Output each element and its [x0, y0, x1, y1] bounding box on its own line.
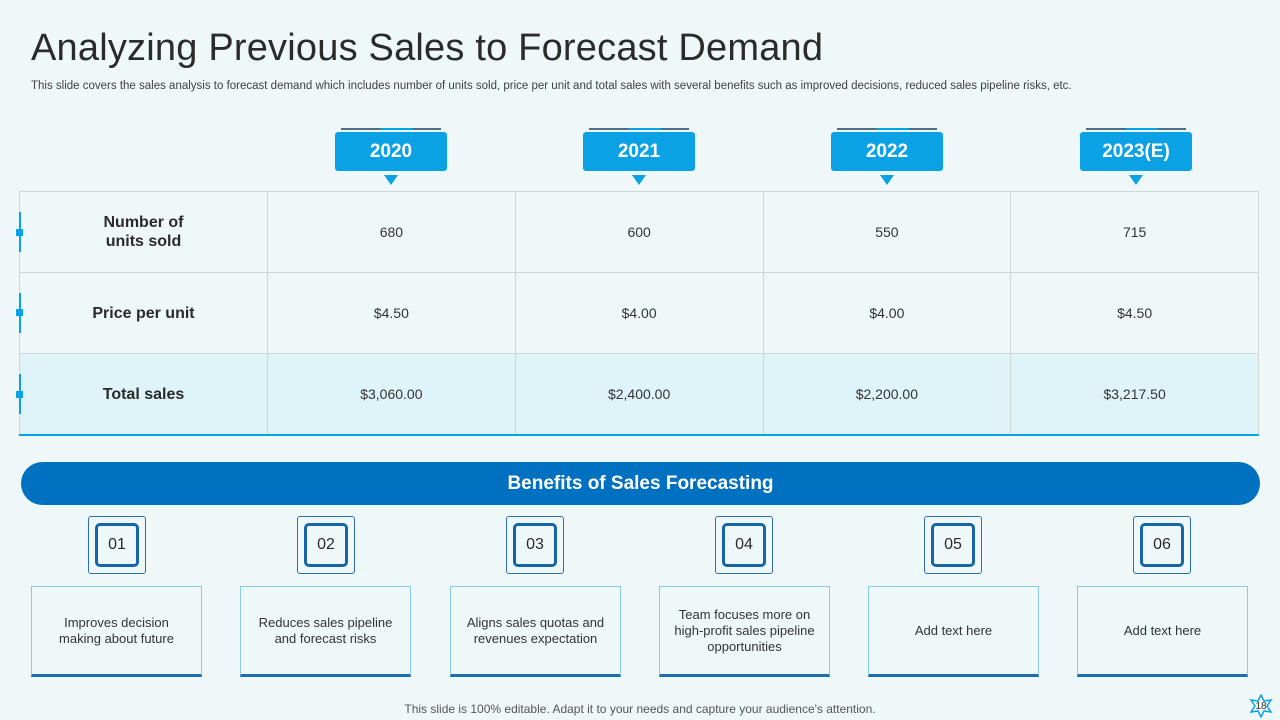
year-label: 2023(E) [1080, 132, 1192, 171]
benefit-box: Add text here [868, 586, 1039, 677]
table-cell: $2,200.00 [762, 353, 1012, 436]
footer-note: This slide is 100% editable. Adapt it to… [404, 702, 876, 716]
table-cell: $4.50 [1010, 272, 1259, 355]
table-cell: 550 [762, 190, 1012, 274]
number-badge: 05 [924, 516, 982, 574]
table-cell: $3,060.00 [267, 353, 516, 436]
slide-title: Analyzing Previous Sales to Forecast Dem… [31, 27, 824, 69]
year-tab-2023e: 2023(E) [1080, 128, 1192, 188]
row-label: Price per unit [19, 272, 268, 355]
table-cell: $4.00 [514, 272, 764, 355]
table-cell: 600 [514, 190, 764, 274]
benefit-box: Reduces sales pipeline and forecast risk… [240, 586, 411, 677]
benefit-box: Aligns sales quotas and revenues expecta… [450, 586, 621, 677]
benefit-box: Add text here [1077, 586, 1248, 677]
number-badge: 01 [88, 516, 146, 574]
number-badge: 03 [506, 516, 564, 574]
year-tab-2020: 2020 [335, 128, 447, 188]
year-label: 2021 [583, 132, 695, 171]
page-number: 18 [1247, 694, 1275, 718]
table-cell: $3,217.50 [1010, 353, 1259, 436]
row-marker [16, 309, 23, 316]
table-cell: $2,400.00 [514, 353, 764, 436]
star-badge-icon [1249, 694, 1273, 718]
down-arrow-icon [1129, 175, 1143, 185]
row-label: Number of units sold [19, 190, 268, 274]
number-badge: 02 [297, 516, 355, 574]
table-row-price: Price per unit $4.50 $4.00 $4.00 $4.50 [19, 272, 1259, 355]
table-cell: $4.00 [762, 272, 1012, 355]
table-row-units: Number of units sold 680 600 550 715 [19, 190, 1259, 274]
year-label: 2022 [831, 132, 943, 171]
slide-subtitle: This slide covers the sales analysis to … [31, 80, 1072, 92]
sales-table: Number of units sold 680 600 550 715 Pri… [19, 190, 1259, 436]
row-marker [16, 229, 23, 236]
year-label: 2020 [335, 132, 447, 171]
down-arrow-icon [880, 175, 894, 185]
number-badge: 04 [715, 516, 773, 574]
row-label: Total sales [19, 353, 268, 436]
table-cell: 715 [1010, 190, 1259, 274]
row-marker [16, 391, 23, 398]
benefit-box: Improves decision making about future [31, 586, 202, 677]
table-cell: $4.50 [267, 272, 516, 355]
down-arrow-icon [632, 175, 646, 185]
year-tab-2022: 2022 [831, 128, 943, 188]
benefits-banner: Benefits of Sales Forecasting [21, 462, 1260, 505]
number-badge: 06 [1133, 516, 1191, 574]
benefit-box: Team focuses more on high-profit sales p… [659, 586, 830, 677]
year-tab-2021: 2021 [583, 128, 695, 188]
table-cell: 680 [267, 190, 516, 274]
table-row-total: Total sales $3,060.00 $2,400.00 $2,200.0… [19, 353, 1259, 436]
down-arrow-icon [384, 175, 398, 185]
